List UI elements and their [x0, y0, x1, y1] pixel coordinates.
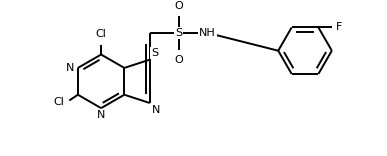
- Text: N: N: [97, 110, 105, 120]
- Text: N: N: [66, 63, 74, 73]
- Text: Cl: Cl: [96, 29, 106, 39]
- Text: O: O: [174, 55, 183, 65]
- Text: S: S: [151, 48, 158, 58]
- Text: O: O: [174, 1, 183, 11]
- Text: Cl: Cl: [54, 97, 65, 107]
- Text: F: F: [336, 22, 342, 32]
- Text: S: S: [175, 28, 182, 38]
- Text: N: N: [152, 105, 160, 115]
- Text: NH: NH: [199, 28, 216, 38]
